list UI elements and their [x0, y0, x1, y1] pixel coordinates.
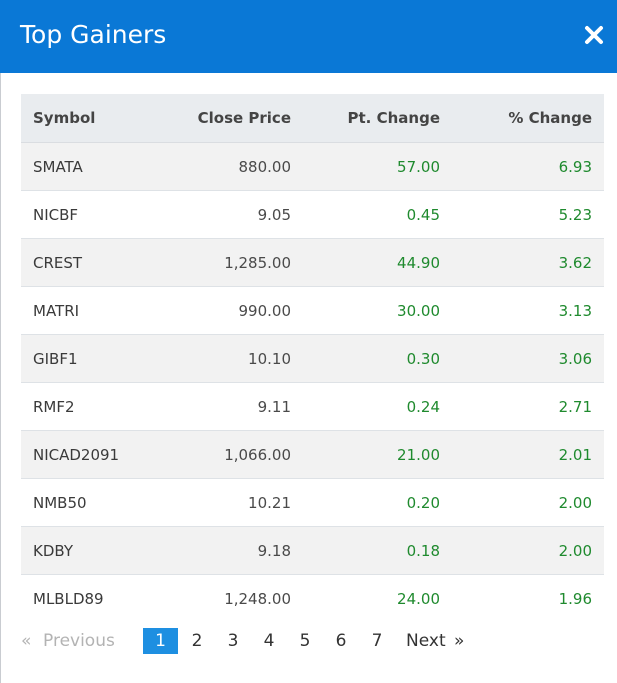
pt-change-cell: 0.20	[303, 478, 452, 527]
next-arrow-icon[interactable]: »	[454, 631, 465, 651]
page-button-7[interactable]: 7	[371, 631, 383, 651]
table-row[interactable]: NICAD2091 1,066.00 21.00 2.01	[21, 430, 604, 479]
symbol-cell[interactable]: NMB50	[21, 478, 156, 527]
pct-change-cell: 6.93	[452, 142, 604, 191]
pct-change-cell: 2.01	[452, 430, 604, 479]
table-row[interactable]: MATRI 990.00 30.00 3.13	[21, 286, 604, 335]
table-header: Symbol Close Price Pt. Change % Change	[21, 94, 604, 143]
pt-change-cell: 0.30	[303, 334, 452, 383]
table-row[interactable]: CREST 1,285.00 44.90 3.62	[21, 238, 604, 287]
page-button-5[interactable]: 5	[299, 631, 311, 651]
modal-title: Top Gainers	[20, 20, 167, 49]
close-icon	[585, 26, 603, 44]
pt-change-cell: 0.24	[303, 382, 452, 431]
pt-change-cell: 57.00	[303, 142, 452, 191]
column-header-pt-change[interactable]: Pt. Change	[303, 94, 452, 143]
pct-change-cell: 3.13	[452, 286, 604, 335]
symbol-cell[interactable]: NICAD2091	[21, 430, 156, 479]
close-price-cell: 10.10	[156, 334, 303, 383]
pt-change-cell: 30.00	[303, 286, 452, 335]
symbol-cell[interactable]: SMATA	[21, 142, 156, 191]
close-price-cell: 9.18	[156, 526, 303, 575]
close-price-cell: 10.21	[156, 478, 303, 527]
page-button-6[interactable]: 6	[335, 631, 347, 651]
close-price-cell: 1,285.00	[156, 238, 303, 287]
pct-change-cell: 3.62	[452, 238, 604, 287]
table-row[interactable]: MLBLD89 1,248.00 24.00 1.96	[21, 574, 604, 622]
symbol-cell[interactable]: MATRI	[21, 286, 156, 335]
symbol-cell[interactable]: CREST	[21, 238, 156, 287]
pt-change-cell: 0.45	[303, 190, 452, 239]
pct-change-cell: 2.71	[452, 382, 604, 431]
table-row[interactable]: KDBY 9.18 0.18 2.00	[21, 526, 604, 575]
symbol-cell[interactable]: RMF2	[21, 382, 156, 431]
previous-page-button: Previous	[43, 631, 115, 651]
table-body: SMATA 880.00 57.00 6.93 NICBF 9.05 0.45 …	[21, 142, 604, 622]
symbol-cell[interactable]: MLBLD89	[21, 574, 156, 622]
close-price-cell: 1,066.00	[156, 430, 303, 479]
close-price-cell: 9.05	[156, 190, 303, 239]
next-page-button[interactable]: Next	[406, 631, 446, 651]
pt-change-cell: 24.00	[303, 574, 452, 622]
table-row[interactable]: NICBF 9.05 0.45 5.23	[21, 190, 604, 239]
close-price-cell: 990.00	[156, 286, 303, 335]
pt-change-cell: 44.90	[303, 238, 452, 287]
column-header-close-price[interactable]: Close Price	[156, 94, 303, 143]
table-row[interactable]: NMB50 10.21 0.20 2.00	[21, 478, 604, 527]
close-price-cell: 1,248.00	[156, 574, 303, 622]
table-row[interactable]: RMF2 9.11 0.24 2.71	[21, 382, 604, 431]
pct-change-cell: 5.23	[452, 190, 604, 239]
pct-change-cell: 2.00	[452, 478, 604, 527]
page-button-1[interactable]: 1	[143, 628, 178, 654]
pct-change-cell: 3.06	[452, 334, 604, 383]
pt-change-cell: 21.00	[303, 430, 452, 479]
pct-change-cell: 1.96	[452, 574, 604, 622]
page-button-4[interactable]: 4	[263, 631, 275, 651]
table-row[interactable]: GIBF1 10.10 0.30 3.06	[21, 334, 604, 383]
pct-change-cell: 2.00	[452, 526, 604, 575]
symbol-cell[interactable]: GIBF1	[21, 334, 156, 383]
modal-left-border	[0, 73, 1, 683]
table-row[interactable]: SMATA 880.00 57.00 6.93	[21, 142, 604, 191]
close-price-cell: 880.00	[156, 142, 303, 191]
pagination: « Previous 1 2 3 4 5 6 7 Next »	[21, 627, 474, 655]
modal-header: Top Gainers	[0, 0, 617, 73]
gainers-table: Symbol Close Price Pt. Change % Change S…	[21, 94, 604, 622]
close-button[interactable]	[581, 22, 607, 48]
previous-arrow-icon: «	[21, 631, 32, 651]
column-header-symbol[interactable]: Symbol	[21, 94, 156, 143]
symbol-cell[interactable]: NICBF	[21, 190, 156, 239]
close-price-cell: 9.11	[156, 382, 303, 431]
symbol-cell[interactable]: KDBY	[21, 526, 156, 575]
pt-change-cell: 0.18	[303, 526, 452, 575]
page-button-2[interactable]: 2	[191, 631, 203, 651]
column-header-pct-change[interactable]: % Change	[452, 94, 604, 143]
page-button-3[interactable]: 3	[227, 631, 239, 651]
